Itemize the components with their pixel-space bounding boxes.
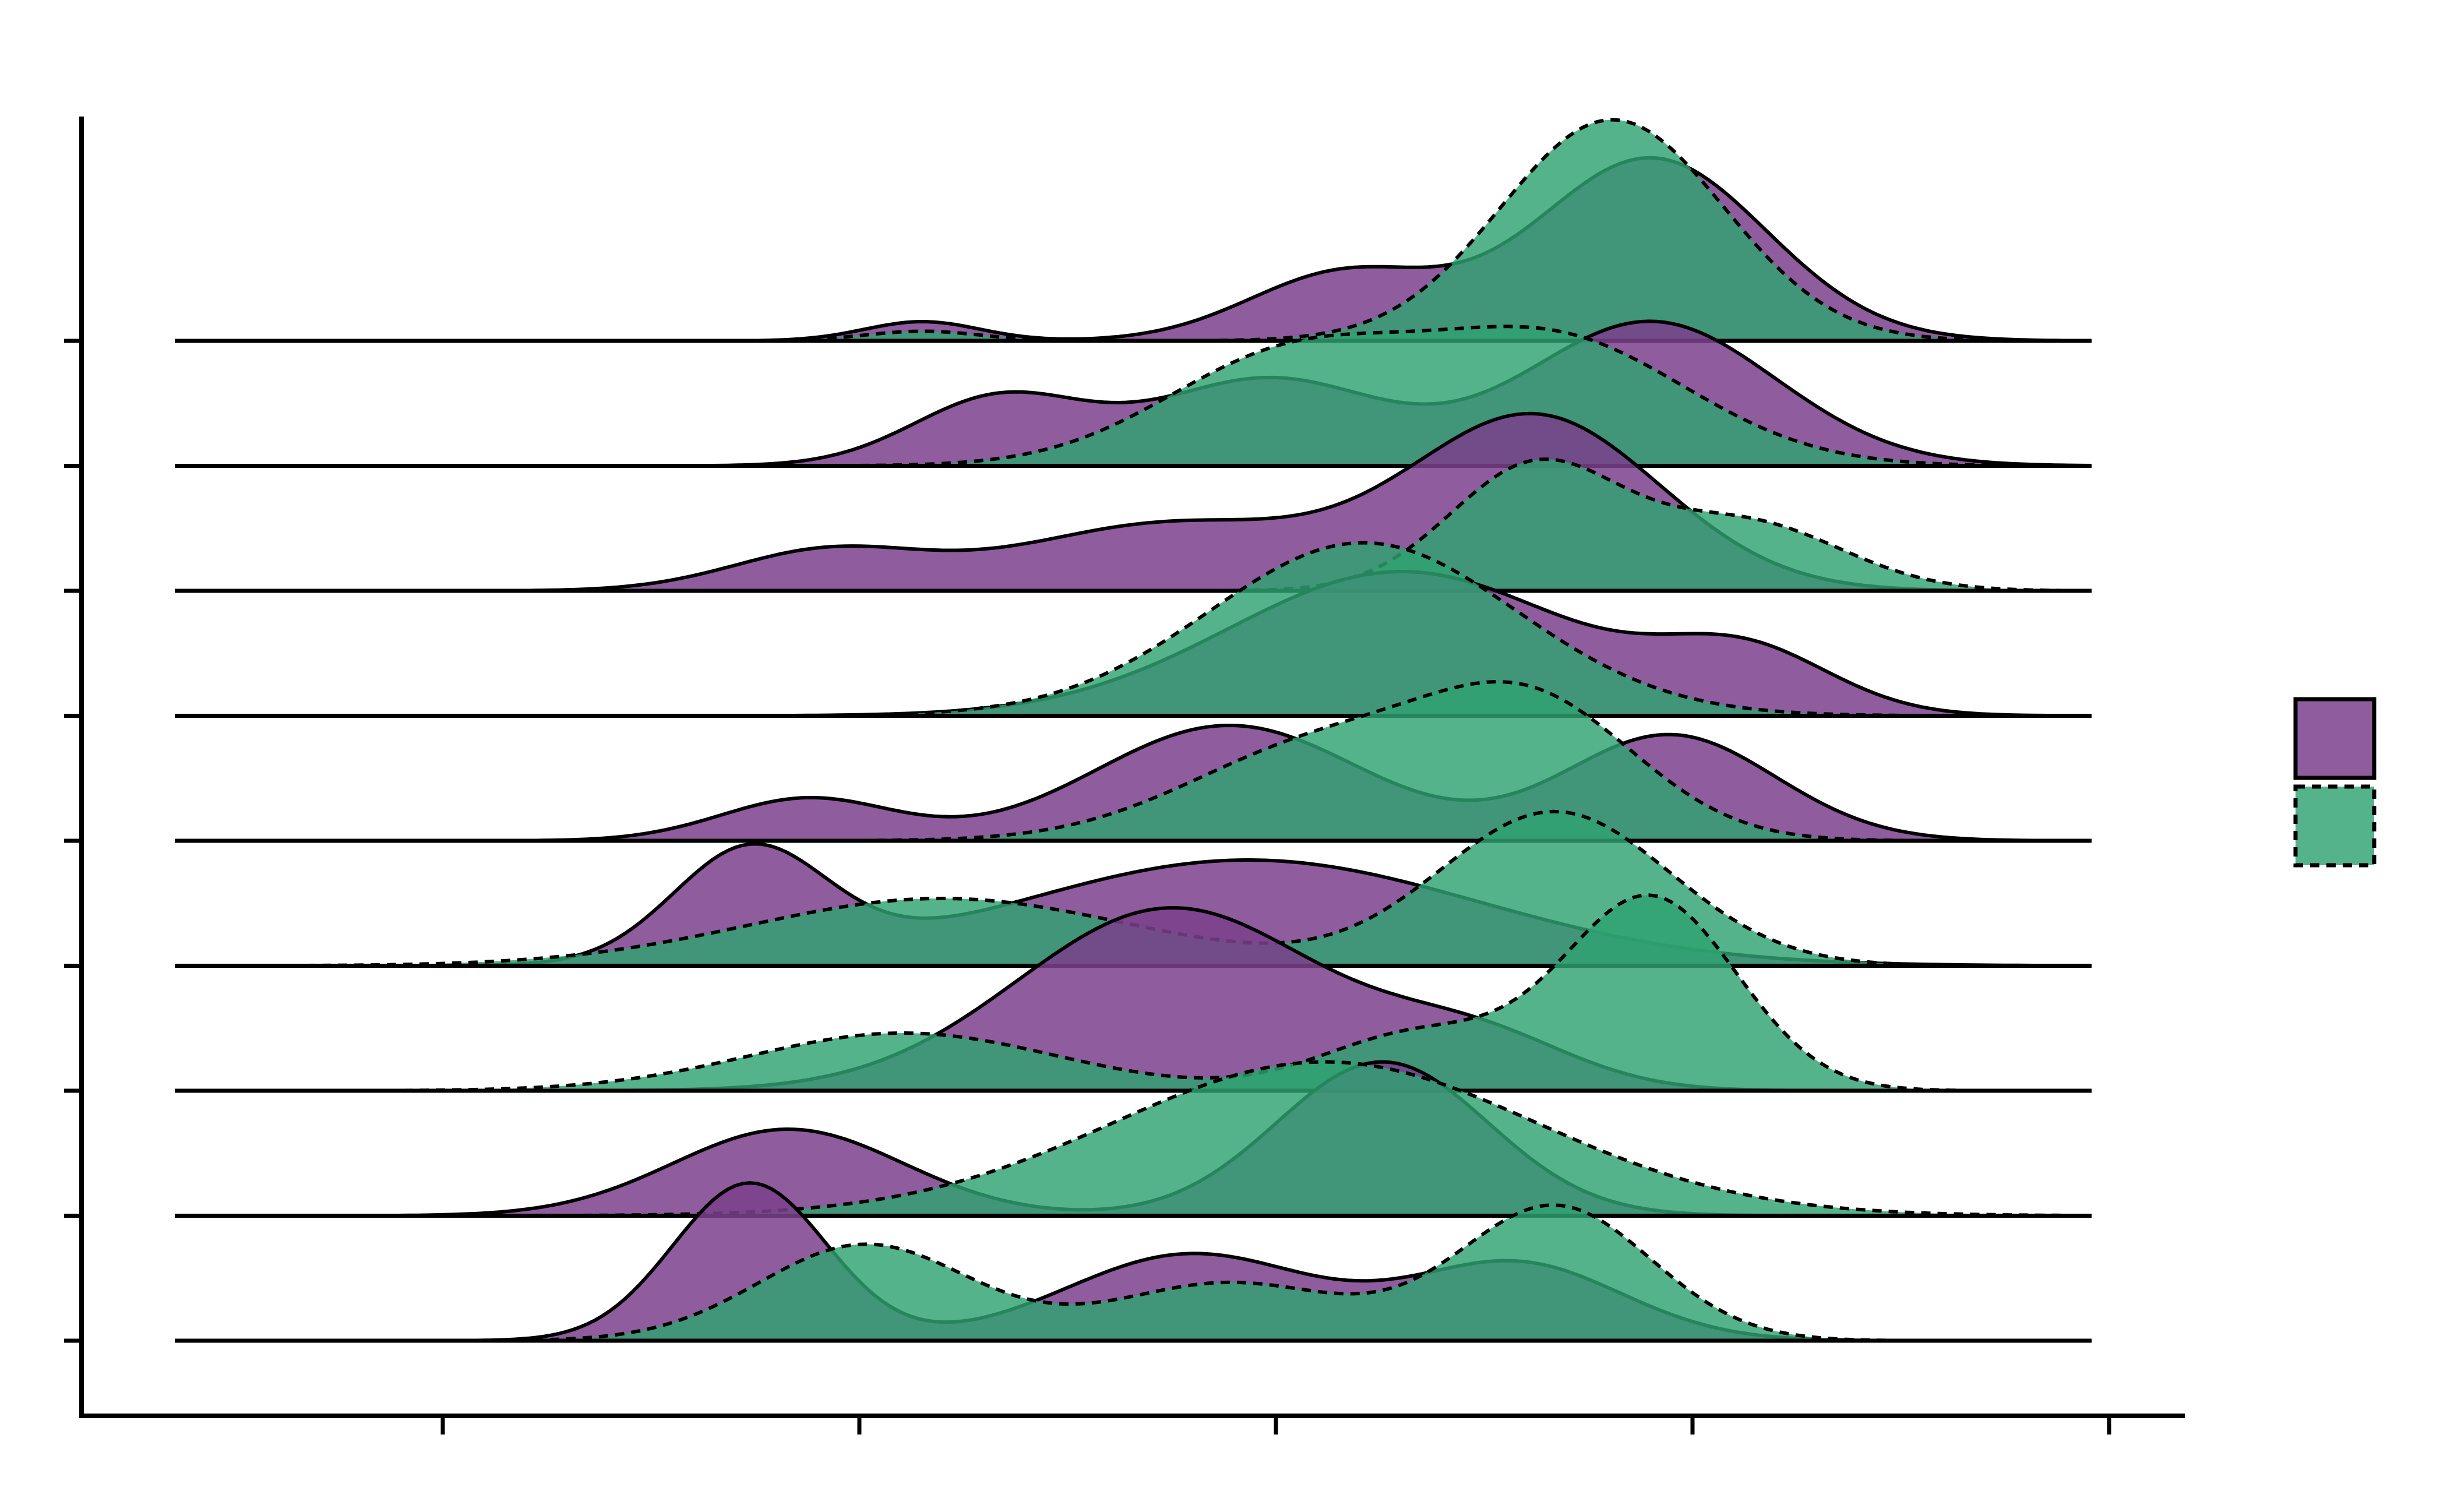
ridge-7-series-a-area bbox=[175, 908, 2092, 1091]
ridge-2-series-b-outline bbox=[175, 325, 2092, 468]
ridge-1-series-b-outline bbox=[175, 118, 2092, 343]
ridge-8-series-a-area bbox=[175, 1062, 2092, 1216]
legend-key-series-b bbox=[2293, 784, 2377, 868]
ridges-group bbox=[175, 118, 2092, 1343]
ridge-5-series-b-outline bbox=[175, 680, 2092, 843]
ridge-8 bbox=[175, 1060, 2092, 1218]
ridge-2-series-b-area bbox=[175, 326, 2092, 466]
ridge-8-series-b-area bbox=[175, 1062, 2092, 1216]
ridge-7-series-b-outline bbox=[175, 893, 2092, 1092]
ridge-7-series-b-area bbox=[175, 895, 2092, 1091]
ridge-9-series-b-area bbox=[175, 1205, 2092, 1341]
ridge-1 bbox=[175, 118, 2092, 343]
y-axis-ticks bbox=[64, 339, 82, 1343]
legend bbox=[2293, 697, 2377, 868]
ridge-2 bbox=[175, 319, 2092, 468]
axes-group bbox=[64, 117, 2185, 1435]
ridge-4-series-b-outline bbox=[175, 541, 2092, 718]
ridge-1-series-b-area bbox=[175, 119, 2092, 341]
ridge-4-series-b-area bbox=[175, 542, 2092, 716]
ridge-4 bbox=[175, 541, 2092, 718]
legend-key-series-a bbox=[2293, 697, 2377, 780]
ridge-5-series-b-area bbox=[175, 682, 2092, 841]
ridge-3 bbox=[175, 411, 2092, 593]
x-axis-ticks bbox=[440, 1416, 2111, 1435]
ridge-9-series-b-outline bbox=[175, 1203, 2092, 1342]
ridge-9 bbox=[175, 1181, 2092, 1343]
ridge-6-series-a-area bbox=[175, 844, 2092, 966]
ridge-5 bbox=[175, 680, 2092, 843]
ridge-7 bbox=[175, 893, 2092, 1093]
ridge-3-series-b-area bbox=[175, 459, 2092, 591]
